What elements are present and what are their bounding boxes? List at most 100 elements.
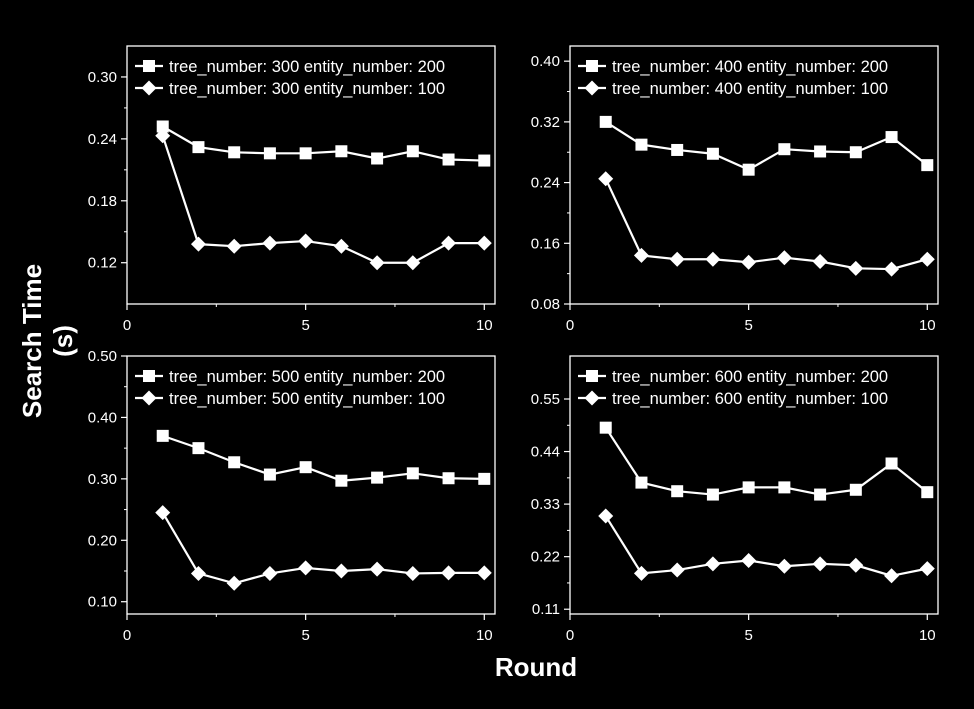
data-point-square (671, 143, 684, 156)
data-point-square (406, 145, 419, 158)
legend-label: tree_number: 600 entity_number: 200 (612, 368, 888, 386)
data-point-square (192, 442, 205, 455)
data-point-diamond (776, 250, 792, 266)
data-point-diamond (848, 557, 864, 573)
data-point-diamond (226, 575, 242, 591)
x-tick-label: 5 (744, 627, 752, 644)
data-point-square (335, 145, 348, 158)
data-point-square (371, 471, 384, 484)
data-point-diamond (262, 565, 278, 581)
legend-label: tree_number: 300 entity_number: 200 (169, 58, 445, 76)
data-point-square (778, 481, 791, 494)
data-point-square (192, 141, 205, 154)
data-point-square (885, 131, 898, 144)
series-line-1 (162, 125, 485, 162)
y-tick-label: 0.30 (88, 69, 117, 86)
data-point-square (885, 457, 898, 470)
legend-label: tree_number: 500 entity_number: 100 (169, 390, 445, 408)
data-point-diamond (598, 508, 614, 524)
data-point-diamond (776, 558, 792, 574)
data-point-diamond (848, 260, 864, 276)
data-point-square (371, 152, 384, 165)
y-tick-label: 0.24 (88, 131, 117, 148)
x-tick-label: 0 (566, 627, 574, 644)
data-point-square (849, 146, 862, 159)
data-point-square (778, 143, 791, 156)
x-tick-label: 0 (123, 317, 131, 334)
data-point-square (263, 147, 276, 160)
data-point-square (742, 481, 755, 494)
y-tick-label: 0.40 (531, 53, 560, 70)
y-tick-label: 0.50 (88, 348, 117, 365)
subplot-4: 0.11 0.22 0.33 0.44 0.55 0 5 10 tree_number: 600… (531, 355, 939, 644)
y-tick-label: 0.30 (88, 471, 117, 488)
data-point-square (478, 154, 491, 167)
data-point-diamond (884, 261, 900, 277)
legend-square-marker (586, 370, 598, 382)
data-point-square (299, 147, 312, 160)
data-point-diamond (741, 552, 757, 568)
legend-label: tree_number: 600 entity_number: 100 (612, 390, 888, 408)
data-point-diamond (190, 236, 206, 252)
data-point-diamond (598, 171, 614, 187)
data-point-square (406, 467, 419, 480)
legend-diamond-marker (141, 80, 157, 96)
y-tick-label: 0.08 (531, 296, 560, 313)
plot-frame (126, 45, 496, 305)
series-line-2 (604, 515, 928, 577)
data-point-square (263, 468, 276, 481)
series-line-1 (162, 434, 485, 482)
data-point-diamond (741, 254, 757, 270)
subplot-3: 0.10 0.20 0.30 0.40 0.50 0 5 10 tree_number: 500… (88, 348, 496, 644)
data-point-square (156, 429, 169, 442)
legend-label: tree_number: 500 entity_number: 200 (169, 368, 445, 386)
data-point-diamond (333, 563, 349, 579)
data-point-square (599, 115, 612, 128)
data-point-square (228, 146, 241, 159)
y-tick-label: 0.55 (531, 391, 560, 408)
data-point-square (814, 145, 827, 158)
legend-diamond-marker (584, 80, 600, 96)
legend-label: tree_number: 400 entity_number: 100 (612, 80, 888, 98)
data-point-square (335, 474, 348, 487)
plot-frame (126, 355, 496, 615)
legend-square-marker (143, 370, 155, 382)
data-point-diamond (190, 565, 206, 581)
data-point-square (921, 486, 934, 499)
data-point-square (706, 147, 719, 160)
y-tick-label: 0.16 (531, 235, 560, 252)
y-tick-label: 0.40 (88, 409, 117, 426)
data-point-diamond (262, 235, 278, 251)
data-point-square (442, 472, 455, 485)
data-point-diamond (155, 505, 171, 521)
data-point-diamond (226, 238, 242, 254)
data-point-diamond (633, 247, 649, 263)
data-point-square (849, 483, 862, 496)
legend-diamond-marker (141, 390, 157, 406)
data-point-diamond (298, 233, 314, 249)
data-point-square (742, 163, 755, 176)
legend-label: tree_number: 300 entity_number: 100 (169, 80, 445, 98)
plot-frame (569, 45, 939, 305)
subplot-1: 0.12 0.18 0.24 0.30 0 5 10 tree_number: 300 ent… (88, 45, 496, 334)
data-point-diamond (405, 255, 421, 271)
data-point-diamond (476, 235, 492, 251)
data-point-diamond (669, 562, 685, 578)
data-point-diamond (155, 128, 171, 144)
data-point-square (814, 488, 827, 501)
data-point-diamond (884, 568, 900, 584)
legend-square-marker (586, 60, 598, 72)
data-point-diamond (669, 251, 685, 267)
data-point-square (635, 138, 648, 151)
data-point-diamond (298, 560, 314, 576)
data-point-diamond (476, 565, 492, 581)
x-tick-label: 10 (919, 627, 936, 644)
data-point-diamond (405, 565, 421, 581)
x-tick-label: 5 (301, 627, 309, 644)
data-point-square (156, 120, 169, 133)
data-point-diamond (812, 556, 828, 572)
data-point-square (635, 476, 648, 489)
x-tick-label: 0 (123, 627, 131, 644)
subplot-2: 0.08 0.16 0.24 0.32 0.40 0 5 10 tree_number: 400… (531, 45, 939, 334)
